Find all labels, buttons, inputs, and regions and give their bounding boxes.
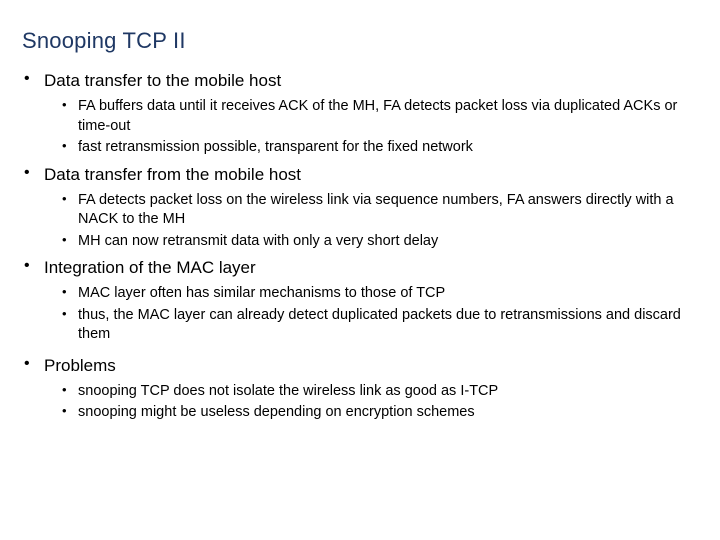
list-item: Data transfer from the mobile host FA de… xyxy=(22,164,692,252)
sub-list: FA buffers data until it receives ACK of… xyxy=(44,97,692,158)
sub-list-item: MH can now retransmit data with only a v… xyxy=(62,232,692,252)
section-heading: Problems xyxy=(44,355,692,378)
sub-list-item: thus, the MAC layer can already detect d… xyxy=(62,306,692,345)
sub-item-text: MAC layer often has similar mechanisms t… xyxy=(78,284,692,304)
slide-title: Snooping TCP II xyxy=(22,28,692,54)
sub-item-text: fast retransmission possible, transparen… xyxy=(78,138,692,158)
sub-list-item: FA buffers data until it receives ACK of… xyxy=(62,97,692,136)
section-heading: Integration of the MAC layer xyxy=(44,257,692,280)
sub-item-text: snooping might be useless depending on e… xyxy=(78,403,692,423)
sub-item-text: FA detects packet loss on the wireless l… xyxy=(78,191,692,230)
sub-item-text: FA buffers data until it receives ACK of… xyxy=(78,97,692,136)
section-heading: Data transfer from the mobile host xyxy=(44,164,692,187)
list-item: Problems snooping TCP does not isolate t… xyxy=(22,355,692,423)
bullet-list: Data transfer to the mobile host FA buff… xyxy=(22,70,692,423)
sub-list-item: snooping TCP does not isolate the wirele… xyxy=(62,382,692,402)
sub-list-item: MAC layer often has similar mechanisms t… xyxy=(62,284,692,304)
sub-list: FA detects packet loss on the wireless l… xyxy=(44,191,692,252)
list-item: Data transfer to the mobile host FA buff… xyxy=(22,70,692,158)
sub-item-text: thus, the MAC layer can already detect d… xyxy=(78,306,692,345)
list-item: Integration of the MAC layer MAC layer o… xyxy=(22,257,692,345)
sub-list-item: fast retransmission possible, transparen… xyxy=(62,138,692,158)
sub-list: MAC layer often has similar mechanisms t… xyxy=(44,284,692,345)
slide: Snooping TCP II Data transfer to the mob… xyxy=(0,0,720,540)
sub-list-item: snooping might be useless depending on e… xyxy=(62,403,692,423)
sub-item-text: MH can now retransmit data with only a v… xyxy=(78,232,692,252)
sub-list: snooping TCP does not isolate the wirele… xyxy=(44,382,692,423)
sub-item-text: snooping TCP does not isolate the wirele… xyxy=(78,382,692,402)
sub-list-item: FA detects packet loss on the wireless l… xyxy=(62,191,692,230)
section-heading: Data transfer to the mobile host xyxy=(44,70,692,93)
